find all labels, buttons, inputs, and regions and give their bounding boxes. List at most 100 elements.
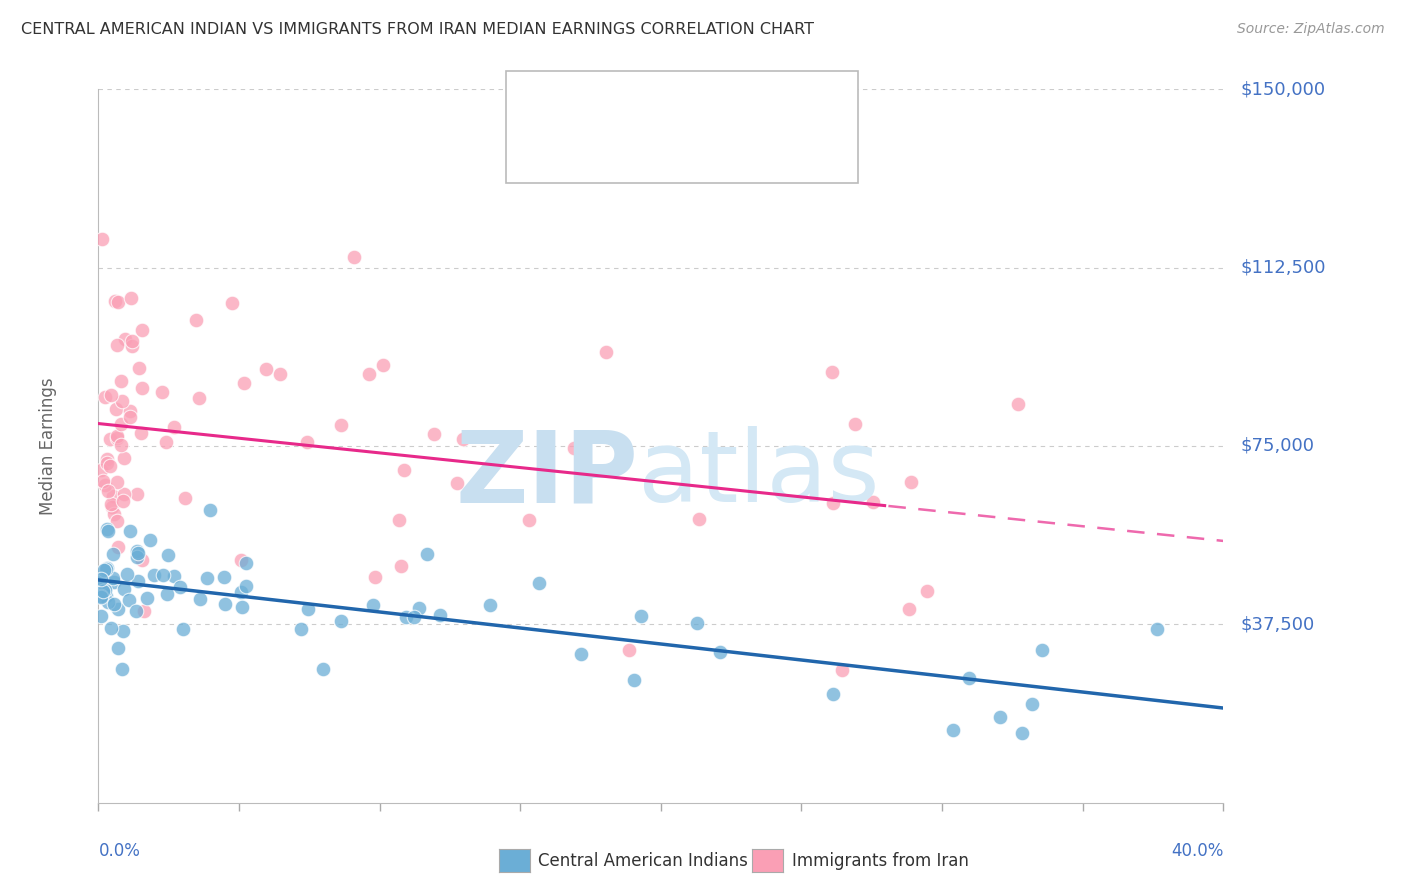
Text: $37,500: $37,500 <box>1240 615 1315 633</box>
Point <box>143 567 166 582</box>
Text: $150,000: $150,000 <box>1240 80 1326 98</box>
Point <box>90 590 112 604</box>
Point <box>295 435 318 450</box>
Point <box>131 381 153 395</box>
Point <box>464 487 486 501</box>
Point <box>103 575 125 590</box>
Point <box>269 367 291 381</box>
Point <box>98 432 121 446</box>
Point <box>195 571 218 585</box>
Point <box>101 571 124 585</box>
Point <box>599 463 621 477</box>
Point <box>96 522 118 536</box>
Point <box>118 593 141 607</box>
Point <box>136 591 159 605</box>
Point <box>231 600 253 615</box>
Point <box>429 608 451 623</box>
Point <box>527 576 550 591</box>
Point <box>1031 643 1053 657</box>
Text: Immigrants from Iran: Immigrants from Iran <box>792 852 969 870</box>
Point <box>416 548 439 562</box>
Point <box>127 546 149 560</box>
Point <box>96 561 118 575</box>
Point <box>229 585 252 599</box>
Point <box>619 643 641 657</box>
Point <box>107 640 129 655</box>
Point <box>212 569 235 583</box>
Point <box>423 426 446 441</box>
Point <box>105 338 128 352</box>
Point <box>112 582 135 597</box>
Text: Central American Indians: Central American Indians <box>538 852 748 870</box>
Point <box>90 463 112 477</box>
Point <box>111 662 134 676</box>
Point <box>686 616 709 631</box>
Point <box>389 558 412 573</box>
Point <box>479 598 502 612</box>
Text: Source: ZipAtlas.com: Source: ZipAtlas.com <box>1237 22 1385 37</box>
Point <box>395 610 418 624</box>
Point <box>297 602 319 616</box>
Point <box>127 574 149 588</box>
Text: 0.0%: 0.0% <box>98 842 141 860</box>
Point <box>343 250 366 264</box>
Text: $75,000: $75,000 <box>1240 437 1315 455</box>
Point <box>114 332 136 346</box>
Point <box>121 334 143 348</box>
Text: Median Earnings: Median Earnings <box>39 377 56 515</box>
Point <box>371 358 394 372</box>
Point <box>569 647 592 661</box>
Text: R = -0.582  N = 76: R = -0.582 N = 76 <box>575 93 747 111</box>
Point <box>98 458 121 473</box>
Point <box>235 579 257 593</box>
Point <box>330 614 353 628</box>
Point <box>709 645 731 659</box>
Point <box>100 497 122 511</box>
Point <box>174 491 197 505</box>
Point <box>90 574 112 589</box>
Point <box>364 570 387 584</box>
Point <box>290 623 312 637</box>
Point <box>125 603 148 617</box>
Point <box>104 401 127 416</box>
Point <box>139 533 162 547</box>
Point <box>235 556 257 570</box>
Point <box>112 487 135 501</box>
Point <box>1011 725 1033 739</box>
Point <box>163 569 186 583</box>
Point <box>1007 397 1029 411</box>
Point <box>132 604 155 618</box>
Point <box>112 451 135 466</box>
Point <box>97 524 120 538</box>
Point <box>101 489 124 503</box>
Point <box>361 598 384 612</box>
Point <box>118 524 141 538</box>
Point <box>517 513 540 527</box>
Point <box>942 723 965 737</box>
Point <box>131 323 153 337</box>
Text: CENTRAL AMERICAN INDIAN VS IMMIGRANTS FROM IRAN MEDIAN EARNINGS CORRELATION CHAR: CENTRAL AMERICAN INDIAN VS IMMIGRANTS FR… <box>21 22 814 37</box>
Point <box>451 432 474 446</box>
Point <box>915 583 938 598</box>
Point <box>97 483 120 498</box>
Point <box>188 591 211 606</box>
Point <box>231 553 253 567</box>
Point <box>862 495 884 509</box>
Point <box>562 441 585 455</box>
Point <box>111 394 134 409</box>
Point <box>169 580 191 594</box>
Point <box>90 609 112 624</box>
Point <box>94 579 117 593</box>
Point <box>93 563 115 577</box>
Point <box>100 388 122 402</box>
Point <box>408 600 430 615</box>
Point <box>330 417 353 432</box>
Point <box>157 548 180 562</box>
Point <box>103 507 125 521</box>
Point <box>221 295 243 310</box>
Point <box>105 514 128 528</box>
Point <box>97 595 120 609</box>
Point <box>96 456 118 470</box>
Point <box>823 496 845 510</box>
Point <box>990 709 1012 723</box>
